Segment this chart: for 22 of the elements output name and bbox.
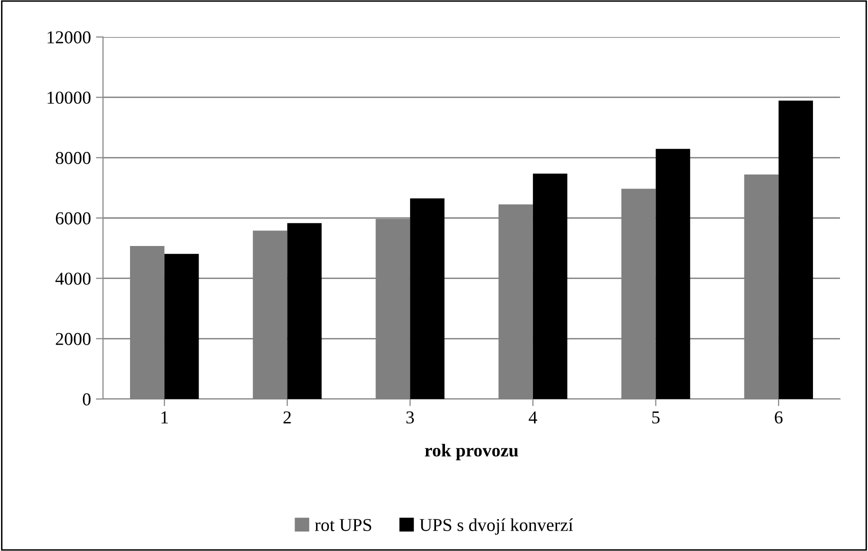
bar <box>164 254 199 399</box>
y-tick-label: 10000 <box>48 92 91 104</box>
x-tick-label: 1 <box>161 411 168 424</box>
bar <box>287 223 322 399</box>
bar <box>410 198 444 399</box>
bar <box>532 174 568 399</box>
legend-label: rot UPS <box>314 518 372 532</box>
x-axis-title: rok provozu <box>424 444 518 460</box>
x-tick-label: 6 <box>774 411 783 424</box>
y-tick-label: 8000 <box>56 152 91 164</box>
y-tick-label: 2000 <box>56 332 91 346</box>
y-tick-label: 12000 <box>48 31 91 44</box>
bar <box>778 100 813 399</box>
y-tick-label: 4000 <box>55 272 91 285</box>
x-tick-label: 5 <box>652 412 660 424</box>
x-tick-label: 4 <box>528 411 538 424</box>
y-tick-label: 0 <box>82 393 91 406</box>
y-tick-label: 6000 <box>56 212 91 224</box>
x-tick-label: 2 <box>284 411 291 424</box>
bar <box>656 148 690 399</box>
legend-label: UPS s dvojí konverzí <box>420 518 574 535</box>
x-tick-label: 3 <box>406 411 414 424</box>
